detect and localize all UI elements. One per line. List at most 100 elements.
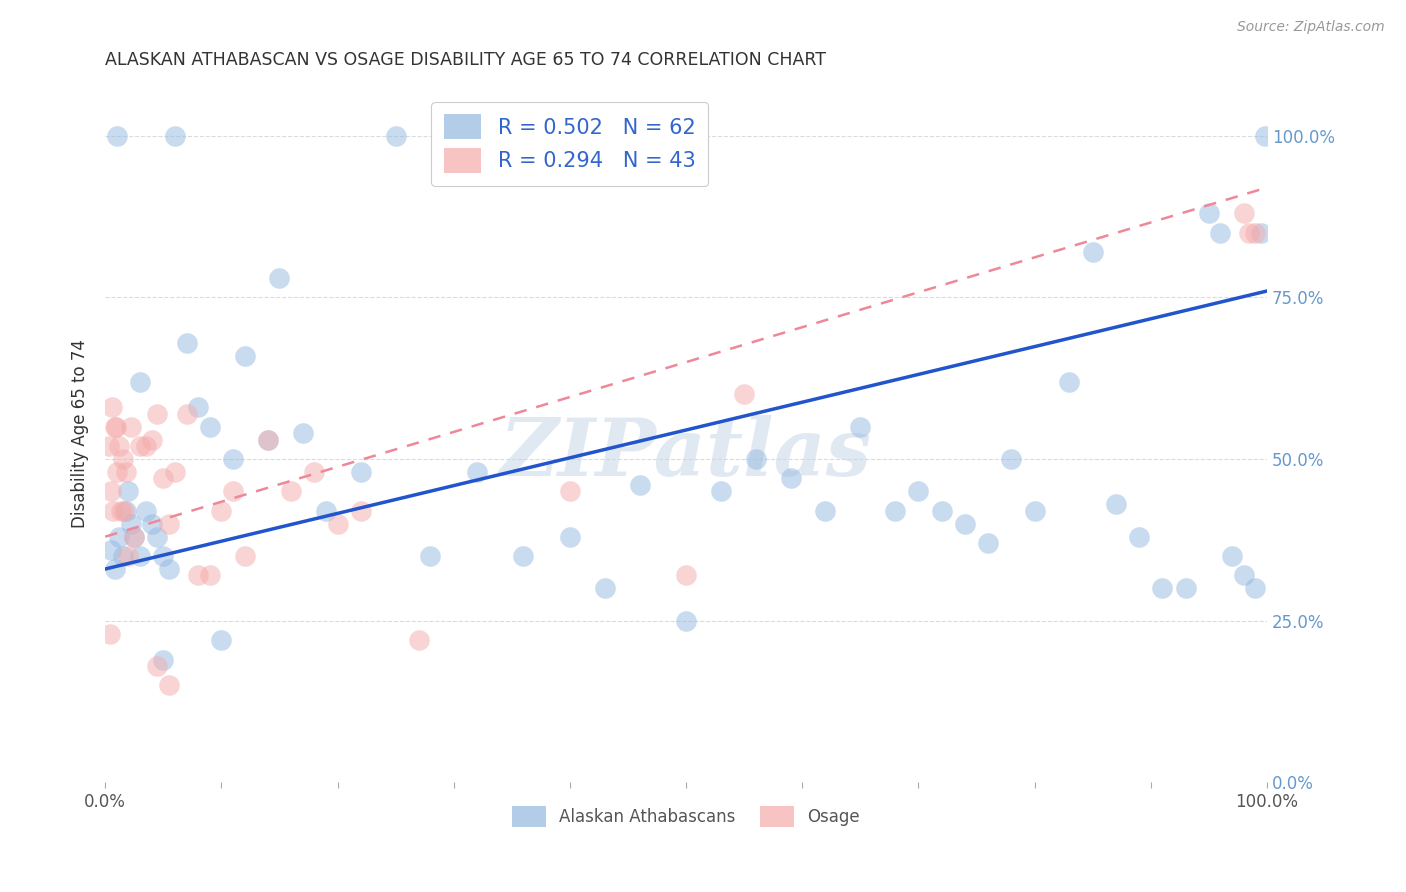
Point <box>779 471 801 485</box>
Point <box>141 516 163 531</box>
Point <box>1174 582 1197 596</box>
Point <box>176 335 198 350</box>
Point <box>1198 206 1220 220</box>
Point <box>1105 497 1128 511</box>
Point <box>103 504 125 518</box>
Point <box>111 452 134 467</box>
Point <box>675 568 697 582</box>
Point <box>628 478 651 492</box>
Point <box>315 504 337 518</box>
Point <box>108 530 131 544</box>
Point <box>304 465 326 479</box>
Point <box>1253 128 1275 143</box>
Point <box>115 465 138 479</box>
Point <box>105 465 128 479</box>
Point <box>1244 582 1267 596</box>
Point <box>187 401 209 415</box>
Point <box>1128 530 1150 544</box>
Point <box>152 652 174 666</box>
Point <box>350 504 373 518</box>
Point <box>157 678 180 692</box>
Point <box>291 426 314 441</box>
Point <box>146 407 169 421</box>
Point <box>884 504 907 518</box>
Point <box>163 128 186 143</box>
Point <box>269 271 291 285</box>
Point <box>104 419 127 434</box>
Point <box>1000 452 1022 467</box>
Point <box>326 516 349 531</box>
Point <box>152 549 174 563</box>
Point <box>187 568 209 582</box>
Point <box>98 626 121 640</box>
Point <box>1239 226 1261 240</box>
Point <box>1244 226 1267 240</box>
Point <box>129 439 152 453</box>
Point <box>280 484 302 499</box>
Point <box>1220 549 1243 563</box>
Point <box>105 128 128 143</box>
Point <box>112 504 135 518</box>
Point <box>233 349 256 363</box>
Point <box>710 484 733 499</box>
Point <box>110 504 132 518</box>
Point <box>465 465 488 479</box>
Point <box>152 471 174 485</box>
Point <box>198 419 221 434</box>
Point <box>977 536 1000 550</box>
Point <box>675 614 697 628</box>
Point <box>176 407 198 421</box>
Point <box>129 549 152 563</box>
Point <box>198 568 221 582</box>
Point <box>115 504 138 518</box>
Point <box>209 504 232 518</box>
Point <box>117 484 139 499</box>
Point <box>1024 504 1046 518</box>
Point <box>129 375 152 389</box>
Text: ALASKAN ATHABASCAN VS OSAGE DISABILITY AGE 65 TO 74 CORRELATION CHART: ALASKAN ATHABASCAN VS OSAGE DISABILITY A… <box>105 51 827 69</box>
Point <box>222 484 245 499</box>
Point <box>120 516 142 531</box>
Point <box>1250 226 1272 240</box>
Point <box>419 549 441 563</box>
Point <box>117 549 139 563</box>
Point <box>1059 375 1081 389</box>
Point <box>222 452 245 467</box>
Point <box>733 387 755 401</box>
Point <box>745 452 768 467</box>
Text: Source: ZipAtlas.com: Source: ZipAtlas.com <box>1237 20 1385 34</box>
Point <box>1152 582 1174 596</box>
Point <box>408 633 430 648</box>
Legend: Alaskan Athabascans, Osage: Alaskan Athabascans, Osage <box>506 800 866 833</box>
Point <box>384 128 406 143</box>
Point <box>257 433 280 447</box>
Point <box>100 484 122 499</box>
Point <box>122 530 145 544</box>
Point <box>97 439 120 453</box>
Point <box>849 419 872 434</box>
Point <box>1233 206 1256 220</box>
Point <box>135 439 157 453</box>
Point <box>209 633 232 648</box>
Point <box>558 484 581 499</box>
Point <box>814 504 837 518</box>
Point <box>953 516 976 531</box>
Point <box>907 484 929 499</box>
Point <box>135 504 157 518</box>
Point <box>512 549 534 563</box>
Point <box>157 562 180 576</box>
Point <box>101 401 124 415</box>
Point <box>1081 245 1104 260</box>
Point <box>1209 226 1232 240</box>
Point <box>558 530 581 544</box>
Point <box>146 530 169 544</box>
Point <box>163 465 186 479</box>
Point <box>100 542 122 557</box>
Point <box>931 504 953 518</box>
Point <box>257 433 280 447</box>
Point <box>108 439 131 453</box>
Y-axis label: Disability Age 65 to 74: Disability Age 65 to 74 <box>72 339 89 528</box>
Point <box>1233 568 1256 582</box>
Point <box>122 530 145 544</box>
Point <box>593 582 616 596</box>
